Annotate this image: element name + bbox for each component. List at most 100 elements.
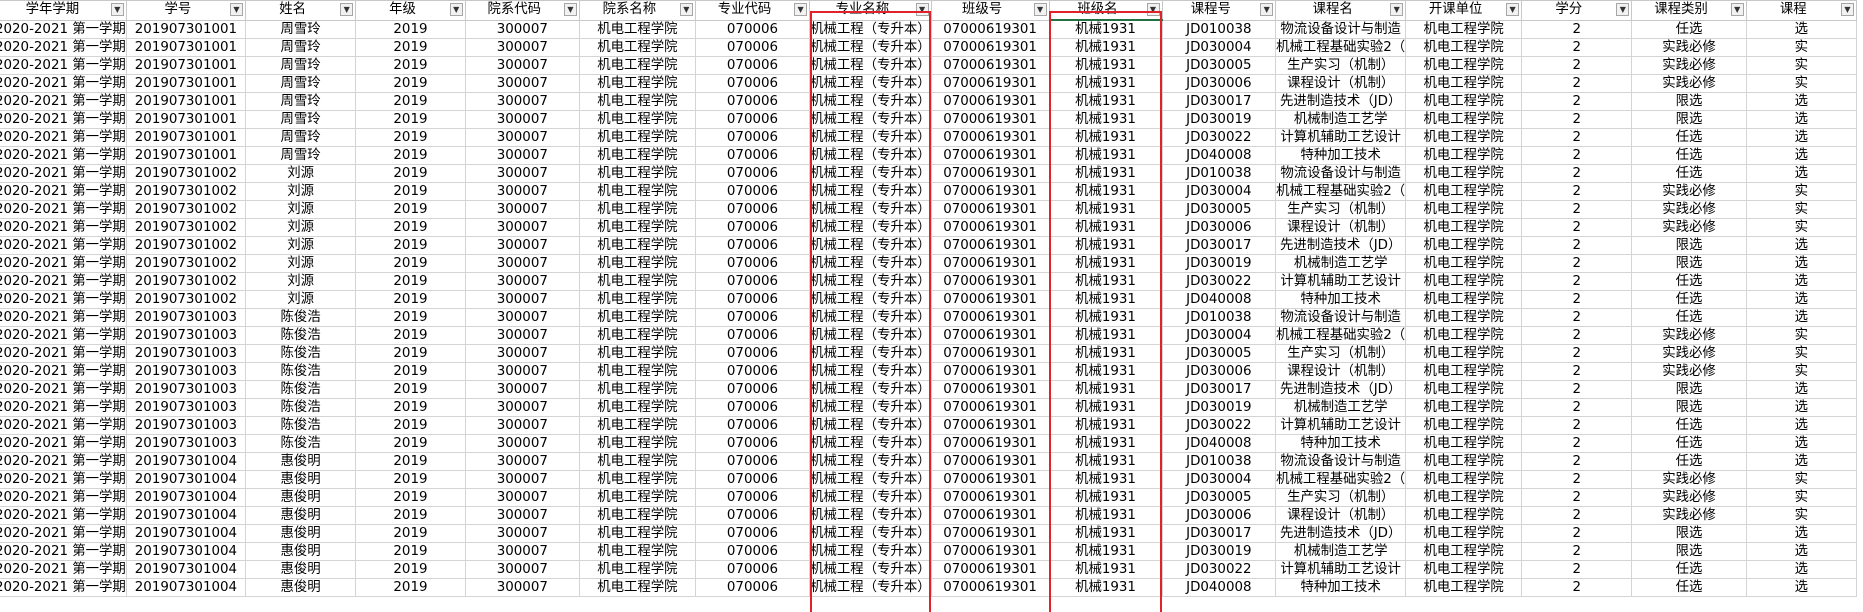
table-cell[interactable]: 选 [1745, 398, 1858, 417]
table-cell[interactable]: 限选 [1631, 110, 1747, 129]
table-cell[interactable]: 课程设计（机制） [1275, 218, 1407, 237]
table-cell[interactable]: 惠俊明 [244, 524, 357, 543]
table-cell[interactable]: 300007 [464, 542, 580, 561]
table-cell[interactable]: 选 [1745, 236, 1858, 255]
table-cell[interactable]: 机械工程（专升本） [809, 200, 932, 219]
table-cell[interactable]: JD010038 [1161, 19, 1277, 39]
table-cell[interactable]: 生产实习（机制） [1275, 344, 1407, 363]
table-cell[interactable]: 2020-2021 第一学期 [0, 110, 127, 129]
table-cell[interactable]: 机械1931 [1048, 92, 1163, 111]
table-cell[interactable]: 2 [1521, 254, 1633, 273]
table-cell[interactable]: 陈俊浩 [244, 308, 357, 327]
table-cell[interactable]: 机械工程（专升本） [809, 488, 932, 507]
table-cell[interactable]: 300007 [464, 182, 580, 201]
table-cell[interactable]: 陈俊浩 [244, 434, 357, 453]
table-cell[interactable]: 机械1931 [1048, 146, 1163, 165]
table-cell[interactable]: 201907301004 [125, 542, 246, 561]
table-cell[interactable]: 机械工程（专升本） [809, 560, 932, 579]
column-header[interactable]: 专业代码 ▼ [694, 0, 811, 21]
table-cell[interactable]: 机电工程学院 [578, 164, 696, 183]
table-cell[interactable]: 机械工程（专升本） [809, 218, 932, 237]
table-cell[interactable]: 机械工程（专升本） [809, 19, 932, 39]
table-cell[interactable]: 生产实习（机制） [1275, 200, 1407, 219]
table-cell[interactable]: 机械1931 [1048, 470, 1163, 489]
table-cell[interactable]: 选 [1745, 110, 1858, 129]
table-cell[interactable]: JD030019 [1161, 254, 1277, 273]
table-cell[interactable]: 机械工程（专升本） [809, 506, 932, 525]
table-cell[interactable]: 2019 [355, 398, 466, 417]
table-cell[interactable]: 机电工程学院 [578, 416, 696, 435]
table-cell[interactable]: 选 [1745, 380, 1858, 399]
table-cell[interactable]: JD030006 [1161, 218, 1277, 237]
table-cell[interactable]: 实践必修 [1631, 326, 1747, 345]
table-cell[interactable]: 2019 [355, 38, 466, 57]
table-cell[interactable]: 选 [1745, 524, 1858, 543]
table-cell[interactable]: 机电工程学院 [578, 200, 696, 219]
table-cell[interactable]: 任选 [1631, 578, 1747, 597]
table-cell[interactable]: 07000619301 [930, 542, 1050, 561]
table-cell[interactable]: 2020-2021 第一学期 [0, 434, 127, 453]
table-cell[interactable]: 任选 [1631, 146, 1747, 165]
table-cell[interactable]: 070006 [694, 110, 811, 129]
table-cell[interactable]: 机电工程学院 [578, 308, 696, 327]
table-cell[interactable]: 070006 [694, 56, 811, 75]
table-cell[interactable]: 07000619301 [930, 272, 1050, 291]
table-cell[interactable]: 选 [1745, 19, 1858, 39]
table-cell[interactable]: JD030006 [1161, 506, 1277, 525]
table-cell[interactable]: 2 [1521, 452, 1633, 471]
table-cell[interactable]: JD030005 [1161, 488, 1277, 507]
table-cell[interactable]: 机械1931 [1048, 164, 1163, 183]
table-cell[interactable]: 机械工程（专升本） [809, 542, 932, 561]
table-cell[interactable]: 2 [1521, 362, 1633, 381]
table-cell[interactable]: 机械1931 [1048, 74, 1163, 93]
table-cell[interactable]: 任选 [1631, 452, 1747, 471]
table-cell[interactable]: 机械工程（专升本） [809, 524, 932, 543]
table-cell[interactable]: 机械工程（专升本） [809, 290, 932, 309]
table-cell[interactable]: 机械制造工艺学 [1275, 398, 1407, 417]
table-cell[interactable]: 实践必修 [1631, 74, 1747, 93]
table-cell[interactable]: 机械工程（专升本） [809, 362, 932, 381]
table-cell[interactable]: 机电工程学院 [1405, 218, 1523, 237]
table-cell[interactable]: 刘源 [244, 164, 357, 183]
table-cell[interactable]: 选 [1745, 164, 1858, 183]
table-cell[interactable]: 机电工程学院 [1405, 182, 1523, 201]
table-cell[interactable]: 2019 [355, 506, 466, 525]
table-cell[interactable]: 2 [1521, 164, 1633, 183]
table-cell[interactable]: 机电工程学院 [578, 578, 696, 597]
table-cell[interactable]: 2020-2021 第一学期 [0, 470, 127, 489]
table-cell[interactable]: 070006 [694, 398, 811, 417]
table-cell[interactable]: 300007 [464, 416, 580, 435]
table-cell[interactable]: 2020-2021 第一学期 [0, 182, 127, 201]
table-cell[interactable]: 2019 [355, 74, 466, 93]
table-cell[interactable]: 201907301004 [125, 524, 246, 543]
table-cell[interactable]: 实 [1745, 344, 1858, 363]
table-cell[interactable]: 070006 [694, 272, 811, 291]
table-cell[interactable]: 2 [1521, 146, 1633, 165]
table-cell[interactable]: 计算机辅助工艺设计 [1275, 272, 1407, 291]
filter-dropdown-icon[interactable]: ▼ [1506, 3, 1520, 17]
table-cell[interactable]: JD030004 [1161, 326, 1277, 345]
table-cell[interactable]: 机械1931 [1048, 182, 1163, 201]
table-cell[interactable]: 300007 [464, 74, 580, 93]
table-cell[interactable]: 300007 [464, 56, 580, 75]
table-cell[interactable]: 机械工程（专升本） [809, 344, 932, 363]
table-cell[interactable]: 机电工程学院 [1405, 290, 1523, 309]
filter-dropdown-icon[interactable]: ▼ [1730, 3, 1744, 17]
table-cell[interactable]: 限选 [1631, 92, 1747, 111]
table-cell[interactable]: 300007 [464, 380, 580, 399]
table-cell[interactable]: 300007 [464, 236, 580, 255]
table-cell[interactable]: 任选 [1631, 416, 1747, 435]
table-cell[interactable]: 限选 [1631, 398, 1747, 417]
table-cell[interactable]: 2019 [355, 110, 466, 129]
table-cell[interactable]: 选 [1745, 452, 1858, 471]
table-cell[interactable]: 机电工程学院 [1405, 19, 1523, 39]
table-cell[interactable]: 先进制造技术（JD） [1275, 380, 1407, 399]
table-cell[interactable]: 机电工程学院 [578, 470, 696, 489]
table-cell[interactable]: 2020-2021 第一学期 [0, 398, 127, 417]
table-cell[interactable]: 2 [1521, 272, 1633, 291]
table-cell[interactable]: 惠俊明 [244, 506, 357, 525]
table-cell[interactable]: 机电工程学院 [1405, 542, 1523, 561]
table-cell[interactable]: 实 [1745, 362, 1858, 381]
table-cell[interactable]: 选 [1745, 560, 1858, 579]
table-cell[interactable]: 机电工程学院 [1405, 470, 1523, 489]
